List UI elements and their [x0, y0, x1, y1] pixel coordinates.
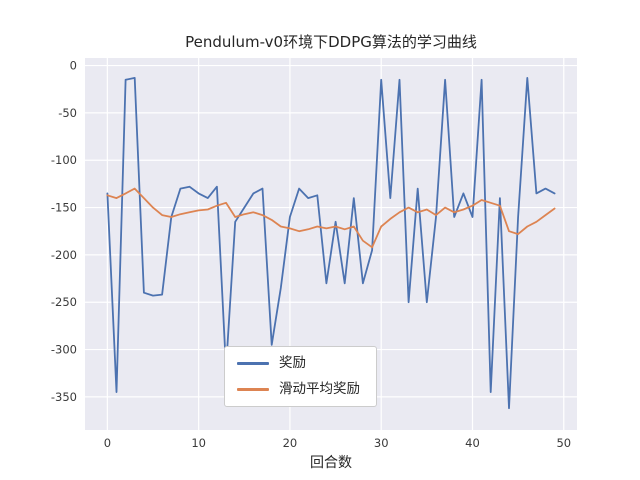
y-tick-label: -200 [51, 248, 77, 262]
series-line-0 [106, 77, 556, 410]
legend: 奖励 滑动平均奖励 [224, 346, 377, 407]
reward-line-swatch [237, 362, 269, 366]
x-tick-label: 40 [465, 436, 480, 450]
x-tick-label: 20 [283, 436, 298, 450]
y-tick-label: -250 [51, 295, 77, 309]
x-tick-label: 10 [191, 436, 206, 450]
y-tick-label: -100 [51, 153, 77, 167]
legend-label-moving-average: 滑动平均奖励 [279, 380, 360, 397]
y-tick-label: -300 [51, 343, 77, 357]
y-tick-label: -150 [51, 201, 77, 215]
x-tick-label: 50 [556, 436, 571, 450]
chart-title: Pendulum-v0环境下DDPG算法的学习曲线 [185, 33, 477, 51]
x-tick-label: 30 [374, 436, 389, 450]
series-line-1 [106, 187, 556, 249]
y-tick-label: 0 [70, 59, 77, 73]
y-tick-label: -350 [51, 390, 77, 404]
legend-item-moving-average: 滑动平均奖励 [237, 380, 360, 397]
legend-item-reward: 奖励 [237, 355, 360, 371]
x-tick-label: 0 [104, 436, 111, 450]
moving-average-line-swatch [237, 387, 269, 391]
legend-label-reward: 奖励 [279, 355, 306, 371]
y-tick-label: -50 [58, 106, 77, 120]
x-axis-label: 回合数 [310, 455, 352, 471]
